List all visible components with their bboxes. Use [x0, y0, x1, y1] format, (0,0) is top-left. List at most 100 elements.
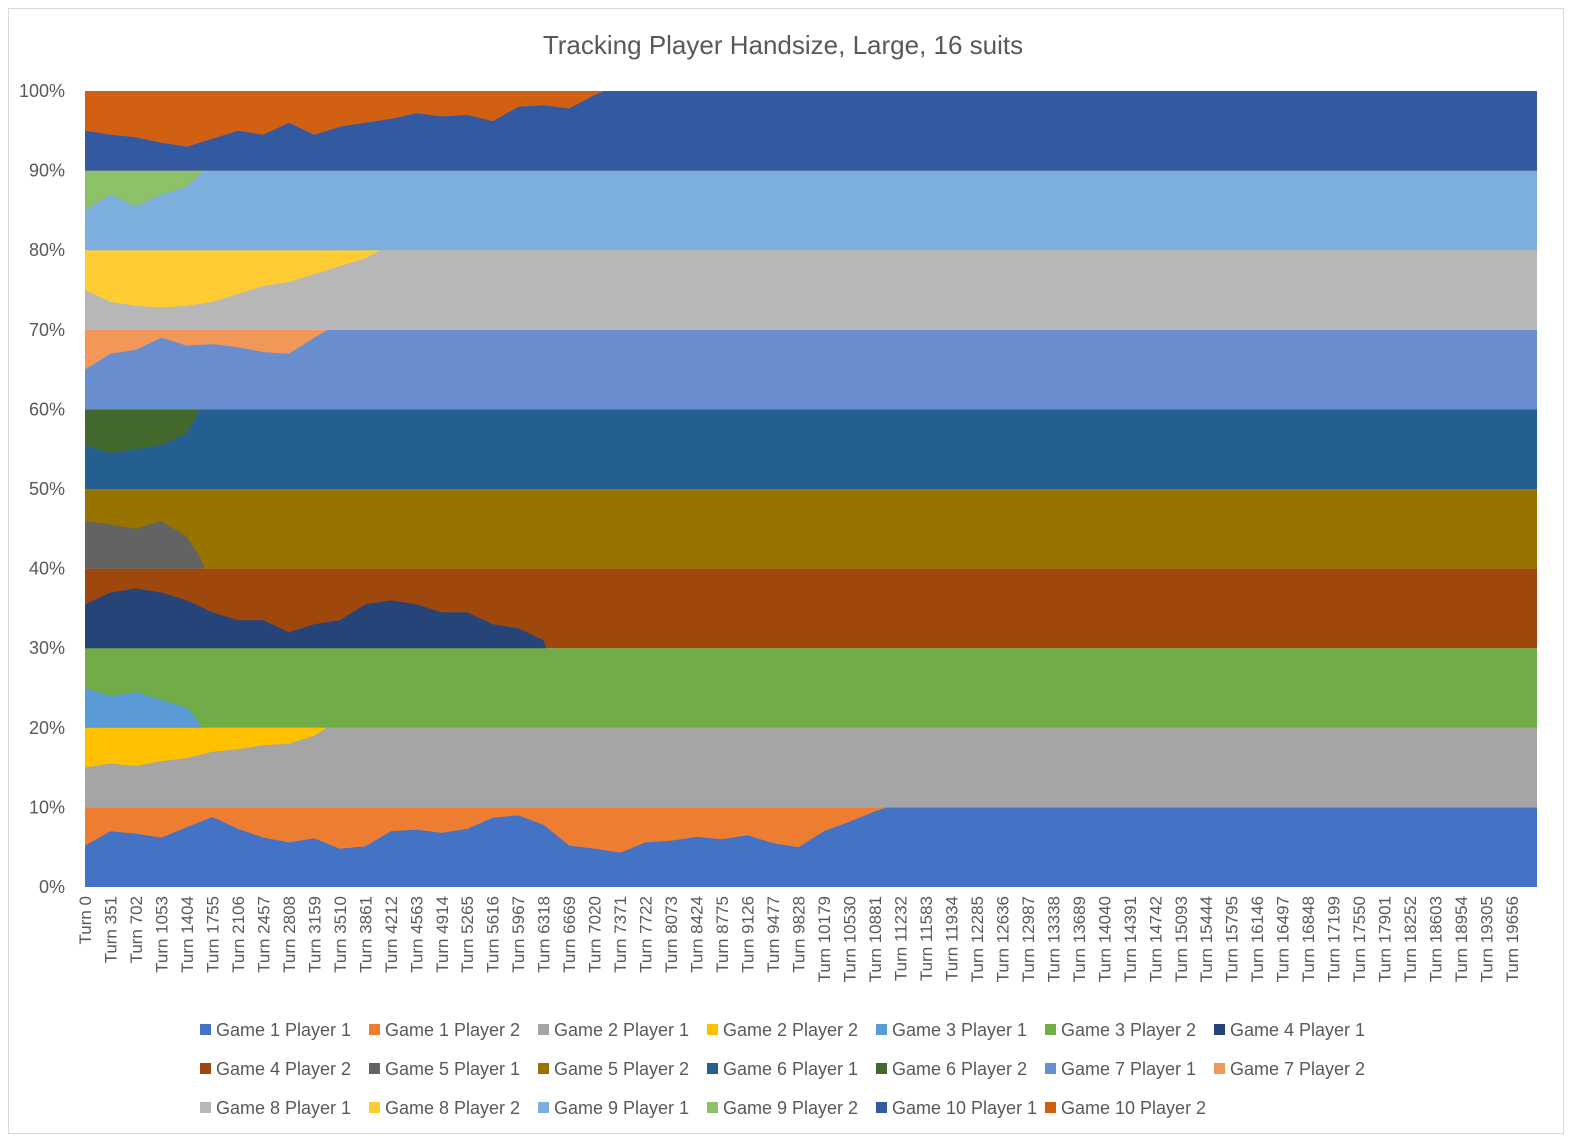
y-tick-label: 100% — [19, 81, 65, 101]
legend-swatch — [707, 1102, 718, 1113]
legend-label: Game 8 Player 1 — [216, 1098, 351, 1118]
y-tick-label: 60% — [29, 399, 65, 419]
x-tick-label: Turn 10530 — [840, 896, 859, 982]
x-tick-label: Turn 4914 — [433, 896, 452, 973]
plot-areas — [85, 91, 1537, 887]
x-tick-label: Turn 11583 — [917, 896, 936, 981]
x-tick-label: Turn 16497 — [1274, 896, 1293, 982]
legend-label: Game 6 Player 2 — [892, 1059, 1027, 1079]
area-13 — [85, 329, 1537, 410]
x-tick-label: Turn 1755 — [203, 896, 222, 973]
x-tick-label: Turn 5265 — [458, 896, 477, 973]
x-tick-label: Turn 18252 — [1401, 896, 1420, 982]
legend-label: Game 3 Player 2 — [1061, 1020, 1196, 1040]
legend-label: Game 9 Player 1 — [554, 1098, 689, 1118]
legend-label: Game 5 Player 2 — [554, 1059, 689, 1079]
legend: Game 1 Player 1 Game 1 Player 2 Game 2 Pla… — [200, 1020, 1365, 1118]
x-tick-label: Turn 11934 — [942, 896, 961, 981]
x-tick-label: Turn 8073 — [662, 896, 681, 973]
legend-swatch — [876, 1063, 887, 1074]
area-1 — [85, 807, 1537, 887]
legend-label: Game 3 Player 1 — [892, 1020, 1027, 1040]
x-tick-label: Turn 351 — [101, 896, 120, 963]
y-tick-label: 70% — [29, 320, 65, 340]
legend-label: Game 4 Player 2 — [216, 1059, 351, 1079]
x-tick-label: Turn 4212 — [382, 896, 401, 973]
chart-title: Tracking Player Handsize, Large, 16 suit… — [543, 30, 1023, 60]
legend-label: Game 10 Player 2 — [1061, 1098, 1206, 1118]
legend-swatch — [1045, 1063, 1056, 1074]
x-tick-label: Turn 15795 — [1223, 896, 1242, 982]
area-17 — [85, 170, 1537, 251]
x-tick-label: Turn 7020 — [586, 896, 605, 973]
x-tick-label: Turn 19656 — [1503, 896, 1522, 982]
x-tick-label: Turn 6318 — [535, 896, 554, 973]
x-tick-label: Turn 13338 — [1044, 896, 1063, 982]
legend-label: Game 5 Player 1 — [385, 1059, 520, 1079]
x-tick-label: Turn 7722 — [637, 896, 656, 973]
legend-swatch — [369, 1102, 380, 1113]
legend-swatch — [200, 1024, 211, 1035]
x-tick-label: Turn 4563 — [407, 896, 426, 973]
x-tick-label: Turn 5616 — [484, 896, 503, 973]
x-tick-label: Turn 17550 — [1350, 896, 1369, 982]
x-tick-label: Turn 12987 — [1019, 896, 1038, 982]
legend-swatch — [200, 1063, 211, 1074]
legend-label: Game 2 Player 1 — [554, 1020, 689, 1040]
y-tick-label: 80% — [29, 240, 65, 260]
x-tick-label: Turn 5967 — [509, 896, 528, 973]
x-tick-label: Turn 9477 — [764, 896, 783, 973]
legend-swatch — [1045, 1024, 1056, 1035]
legend-swatch — [1214, 1024, 1225, 1035]
x-tick-label: Turn 2106 — [229, 896, 248, 973]
legend-label: Game 4 Player 1 — [1230, 1020, 1365, 1040]
x-tick-label: Turn 14391 — [1121, 896, 1140, 982]
y-axis: 0% 10% 20% 30% 40% 50% 60% 70% 80% 90% 100% — [19, 81, 65, 897]
x-tick-label: Turn 18603 — [1427, 896, 1446, 982]
x-tick-label: Turn 3510 — [331, 896, 350, 973]
x-tick-label: Turn 10179 — [815, 896, 834, 982]
legend-swatch — [876, 1102, 887, 1113]
x-tick-label: Turn 15444 — [1197, 896, 1216, 982]
x-tick-label: Turn 8424 — [688, 896, 707, 973]
x-tick-label: Turn 19305 — [1478, 896, 1497, 982]
x-tick-label: Turn 14040 — [1095, 896, 1114, 982]
legend-swatch — [707, 1063, 718, 1074]
legend-swatch — [1214, 1063, 1225, 1074]
x-tick-label: Turn 1404 — [178, 896, 197, 973]
legend-swatch — [538, 1024, 549, 1035]
area-19 — [85, 91, 1537, 171]
legend-label: Game 10 Player 1 — [892, 1098, 1037, 1118]
legend-label: Game 1 Player 1 — [216, 1020, 351, 1040]
legend-swatch — [1045, 1102, 1056, 1113]
legend-label: Game 1 Player 2 — [385, 1020, 520, 1040]
area-6 — [85, 648, 1537, 728]
x-tick-label: Turn 9126 — [739, 896, 758, 973]
legend-swatch — [538, 1102, 549, 1113]
x-tick-label: Turn 12636 — [993, 896, 1012, 982]
x-tick-label: Turn 2457 — [254, 896, 273, 973]
y-tick-label: 40% — [29, 559, 65, 579]
area-10 — [85, 489, 1537, 569]
x-tick-label: Turn 1053 — [152, 896, 171, 973]
area-11 — [85, 409, 1537, 489]
x-tick-label: Turn 15093 — [1172, 896, 1191, 982]
x-tick-label: Turn 16146 — [1248, 896, 1267, 982]
legend-label: Game 6 Player 1 — [723, 1059, 858, 1079]
area-3 — [85, 727, 1537, 808]
x-tick-label: Turn 11232 — [891, 896, 910, 981]
legend-label: Game 7 Player 1 — [1061, 1059, 1196, 1079]
x-tick-label: Turn 16848 — [1299, 896, 1318, 982]
legend-label: Game 7 Player 2 — [1230, 1059, 1365, 1079]
x-tick-label: Turn 0 — [76, 896, 95, 945]
y-tick-label: 0% — [39, 877, 65, 897]
x-tick-label: Turn 3159 — [305, 896, 324, 973]
x-tick-label: Turn 10881 — [866, 896, 885, 982]
legend-swatch — [200, 1102, 211, 1113]
legend-swatch — [707, 1024, 718, 1035]
legend-label: Game 9 Player 2 — [723, 1098, 858, 1118]
x-tick-label: Turn 3861 — [356, 896, 375, 973]
legend-swatch — [538, 1063, 549, 1074]
x-axis: Turn 0 Turn 351 Turn 702 Turn 1053 Turn 1404… — [76, 896, 1522, 982]
